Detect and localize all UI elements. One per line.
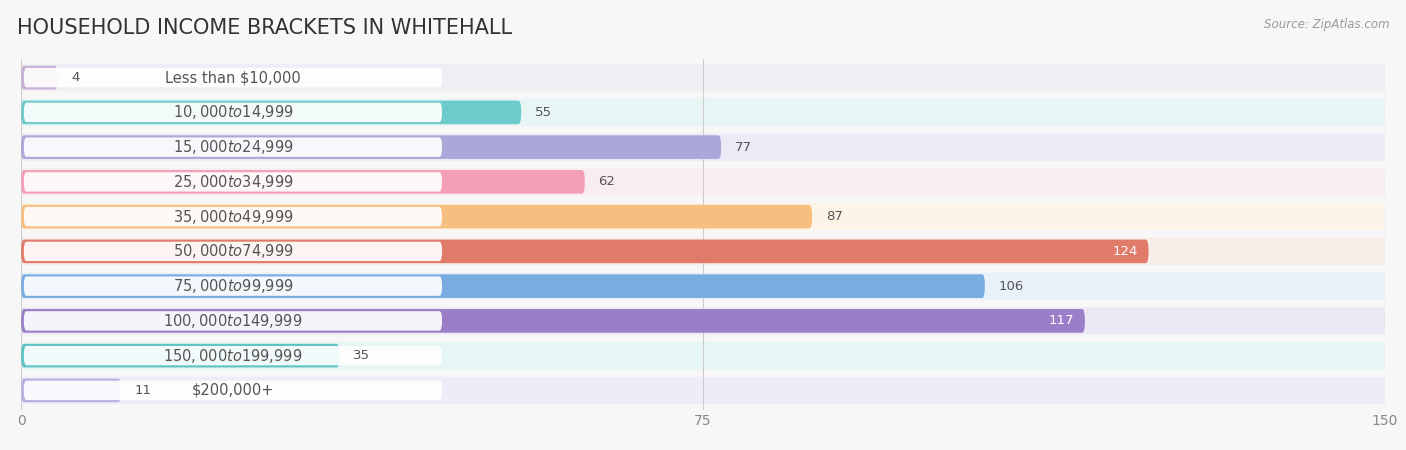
FancyBboxPatch shape (21, 344, 339, 368)
Text: Less than $10,000: Less than $10,000 (165, 70, 301, 85)
FancyBboxPatch shape (21, 64, 1385, 91)
FancyBboxPatch shape (24, 68, 441, 87)
Text: 55: 55 (534, 106, 551, 119)
FancyBboxPatch shape (21, 66, 58, 90)
Text: HOUSEHOLD INCOME BRACKETS IN WHITEHALL: HOUSEHOLD INCOME BRACKETS IN WHITEHALL (17, 18, 512, 38)
FancyBboxPatch shape (21, 100, 522, 124)
Text: 106: 106 (998, 279, 1024, 292)
Text: $75,000 to $99,999: $75,000 to $99,999 (173, 277, 294, 295)
FancyBboxPatch shape (21, 239, 1149, 263)
FancyBboxPatch shape (24, 311, 441, 331)
Text: $10,000 to $14,999: $10,000 to $14,999 (173, 104, 294, 122)
Text: $150,000 to $199,999: $150,000 to $199,999 (163, 346, 302, 364)
FancyBboxPatch shape (21, 377, 1385, 404)
Text: $100,000 to $149,999: $100,000 to $149,999 (163, 312, 302, 330)
Text: 77: 77 (735, 140, 752, 153)
FancyBboxPatch shape (21, 135, 721, 159)
Text: 62: 62 (599, 176, 616, 189)
Text: 87: 87 (825, 210, 842, 223)
FancyBboxPatch shape (21, 170, 585, 194)
FancyBboxPatch shape (21, 99, 1385, 126)
FancyBboxPatch shape (21, 168, 1385, 195)
FancyBboxPatch shape (21, 378, 121, 402)
Text: 35: 35 (353, 349, 370, 362)
FancyBboxPatch shape (24, 207, 441, 226)
FancyBboxPatch shape (21, 307, 1385, 334)
Text: $25,000 to $34,999: $25,000 to $34,999 (173, 173, 294, 191)
Text: 4: 4 (72, 71, 80, 84)
FancyBboxPatch shape (24, 172, 441, 192)
FancyBboxPatch shape (24, 137, 441, 157)
Text: $200,000+: $200,000+ (191, 383, 274, 398)
Text: $35,000 to $49,999: $35,000 to $49,999 (173, 207, 294, 225)
FancyBboxPatch shape (24, 276, 441, 296)
FancyBboxPatch shape (24, 346, 441, 365)
FancyBboxPatch shape (24, 242, 441, 261)
FancyBboxPatch shape (21, 203, 1385, 230)
FancyBboxPatch shape (21, 238, 1385, 265)
Text: 117: 117 (1049, 315, 1074, 328)
FancyBboxPatch shape (21, 342, 1385, 369)
FancyBboxPatch shape (21, 309, 1085, 333)
FancyBboxPatch shape (21, 134, 1385, 161)
FancyBboxPatch shape (21, 273, 1385, 300)
Text: $15,000 to $24,999: $15,000 to $24,999 (173, 138, 294, 156)
Text: 11: 11 (135, 384, 152, 397)
FancyBboxPatch shape (21, 274, 984, 298)
Text: 124: 124 (1112, 245, 1137, 258)
Text: $50,000 to $74,999: $50,000 to $74,999 (173, 243, 294, 261)
FancyBboxPatch shape (21, 205, 813, 229)
Text: Source: ZipAtlas.com: Source: ZipAtlas.com (1264, 18, 1389, 31)
FancyBboxPatch shape (24, 381, 441, 400)
FancyBboxPatch shape (24, 103, 441, 122)
